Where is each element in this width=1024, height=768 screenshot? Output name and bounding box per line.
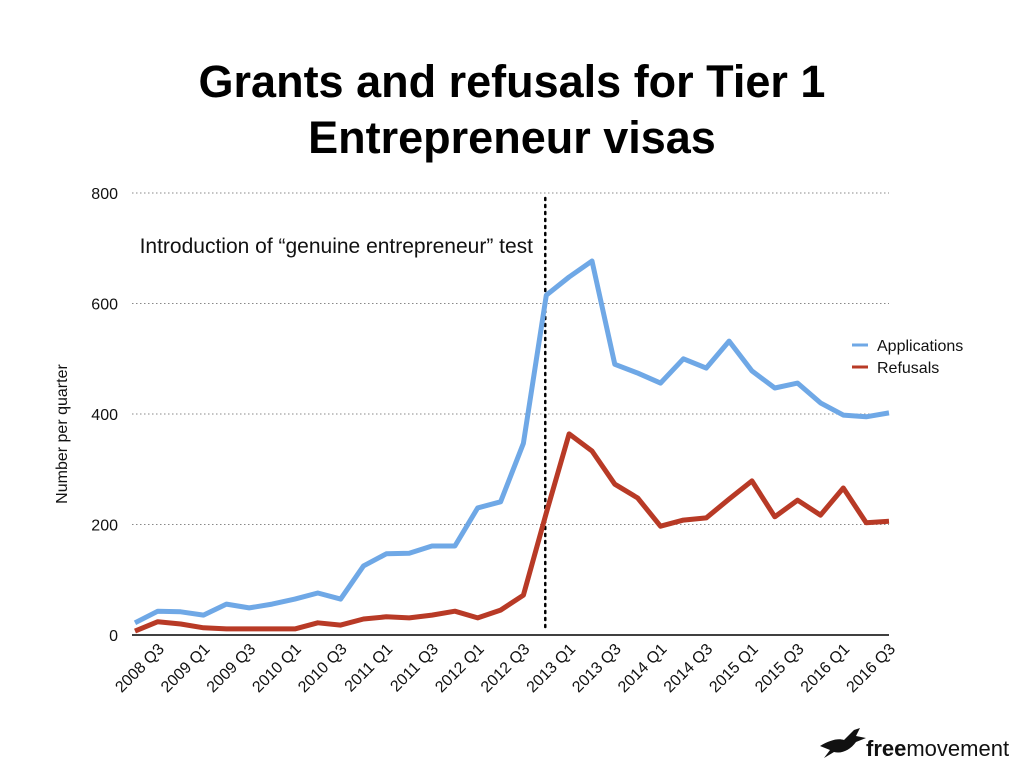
x-tick-label: 2016 Q1 [798, 641, 853, 696]
x-tick-label: 2012 Q3 [478, 641, 533, 696]
annotation: Introduction of “genuine entrepreneur” t… [140, 235, 534, 258]
chart-title: Grants and refusals for Tier 1 Entrepren… [198, 56, 826, 163]
x-tick-label: 2014 Q3 [661, 641, 716, 696]
logo: freemovement [866, 736, 1009, 761]
x-tick-label: 2015 Q1 [706, 641, 761, 696]
logo-icon [820, 728, 866, 758]
logo-rest: movement [906, 736, 1009, 761]
x-tick-label: 2015 Q3 [752, 641, 807, 696]
y-tick-label: 0 [109, 628, 118, 645]
x-tick-label: 2009 Q3 [204, 641, 259, 696]
x-tick-label: 2013 Q1 [524, 641, 579, 696]
x-tick-label: 2013 Q3 [569, 641, 624, 696]
legend-label: Applications [877, 338, 963, 355]
x-tick-label: 2008 Q3 [112, 641, 167, 696]
x-tick-label: 2010 Q1 [249, 641, 304, 696]
x-tick-label: 2012 Q1 [432, 641, 487, 696]
series-line [134, 431, 890, 634]
y-tick-label: 600 [91, 297, 118, 314]
x-tick-label: 2014 Q1 [615, 641, 670, 696]
y-tick-label: 400 [91, 407, 118, 424]
y-tick-label: 800 [91, 186, 118, 203]
x-tick-label: 2016 Q3 [844, 641, 899, 696]
y-tick-label: 200 [91, 518, 118, 535]
x-tick-label: 2010 Q3 [295, 641, 350, 696]
x-tick-label: 2009 Q1 [158, 641, 213, 696]
y-axis-label: Number per quarter [54, 364, 71, 504]
x-tick-label: 2011 Q1 [342, 641, 397, 696]
logo-bold: free [866, 736, 906, 761]
series-line [133, 258, 890, 626]
legend-label: Refusals [877, 360, 939, 377]
